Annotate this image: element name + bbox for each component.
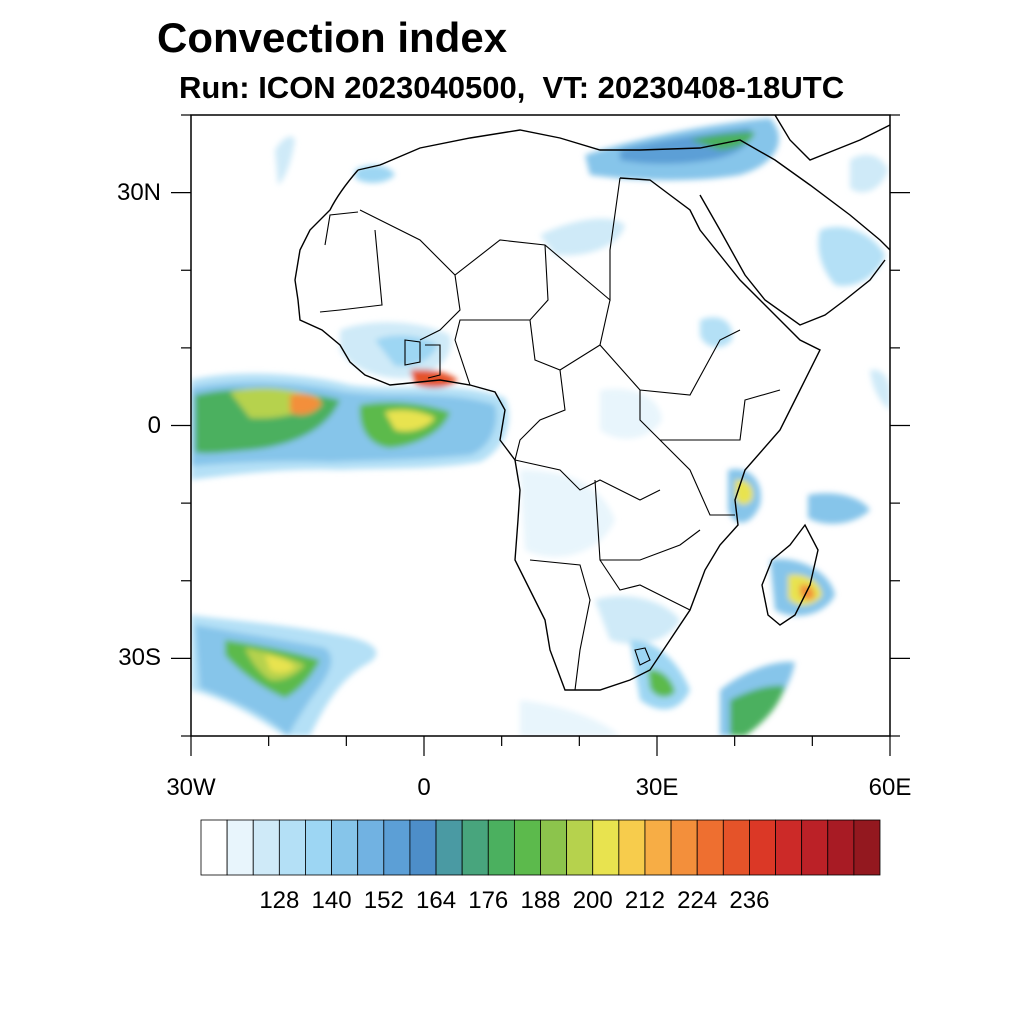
colorbar-swatch (305, 819, 332, 876)
convection-field (191, 118, 890, 736)
colorbar-label: 200 (572, 887, 613, 914)
lon-tick-label: 60E (868, 774, 912, 801)
colorbar-swatch (827, 819, 855, 876)
colorbar-label: 224 (677, 887, 718, 914)
colorbar-label: 176 (468, 887, 509, 914)
colorbar-swatch (383, 819, 411, 876)
colorbar-swatch (696, 819, 724, 876)
colorbar-swatch (722, 819, 750, 876)
colorbar-swatch (278, 819, 306, 876)
colorbar-label: 152 (363, 887, 404, 914)
lon-tick-label: 30E (635, 774, 679, 801)
map-subtitle: Run: ICON 2023040500, VT: 20230408-18UTC (179, 70, 845, 105)
colorbar-swatch (226, 819, 254, 876)
colorbar-label: 128 (259, 887, 300, 914)
colorbar-swatch (357, 819, 385, 876)
colorbar-swatch (461, 819, 489, 876)
colorbar-swatch (618, 819, 646, 876)
lon-tick-label: 0 (417, 774, 431, 801)
colorbar-swatch (200, 819, 228, 876)
colorbar-swatch (331, 819, 359, 876)
colorbar-label: 236 (729, 887, 770, 914)
colorbar-label: 140 (311, 887, 352, 914)
colorbar-label: 188 (520, 887, 561, 914)
colorbar-swatch (409, 819, 437, 876)
lat-tick-label: 30N (116, 178, 161, 206)
colorbar (200, 819, 881, 876)
coastline (294, 115, 890, 691)
map-title: Convection index (157, 14, 508, 61)
colorbar-swatch (801, 819, 829, 876)
colorbar-swatch (487, 819, 515, 876)
colorbar-swatch (513, 819, 541, 876)
country-borders (319, 177, 781, 691)
colorbar-swatch (853, 819, 881, 876)
lon-tick-label: 30W (166, 774, 216, 801)
lat-tick-label: 0 (147, 411, 161, 439)
axis-ticks (171, 114, 910, 756)
colorbar-swatch (670, 819, 698, 876)
colorbar-swatch (540, 819, 568, 876)
colorbar-swatch (252, 819, 280, 876)
colorbar-swatch (435, 819, 463, 876)
colorbar-label: 164 (416, 887, 457, 914)
colorbar-swatch (775, 819, 803, 876)
colorbar-swatch (644, 819, 672, 876)
colorbar-label: 212 (624, 887, 665, 914)
lat-tick-label: 30S (118, 644, 161, 672)
colorbar-swatch (566, 819, 594, 876)
colorbar-swatch (592, 819, 620, 876)
colorbar-swatch (749, 819, 776, 876)
